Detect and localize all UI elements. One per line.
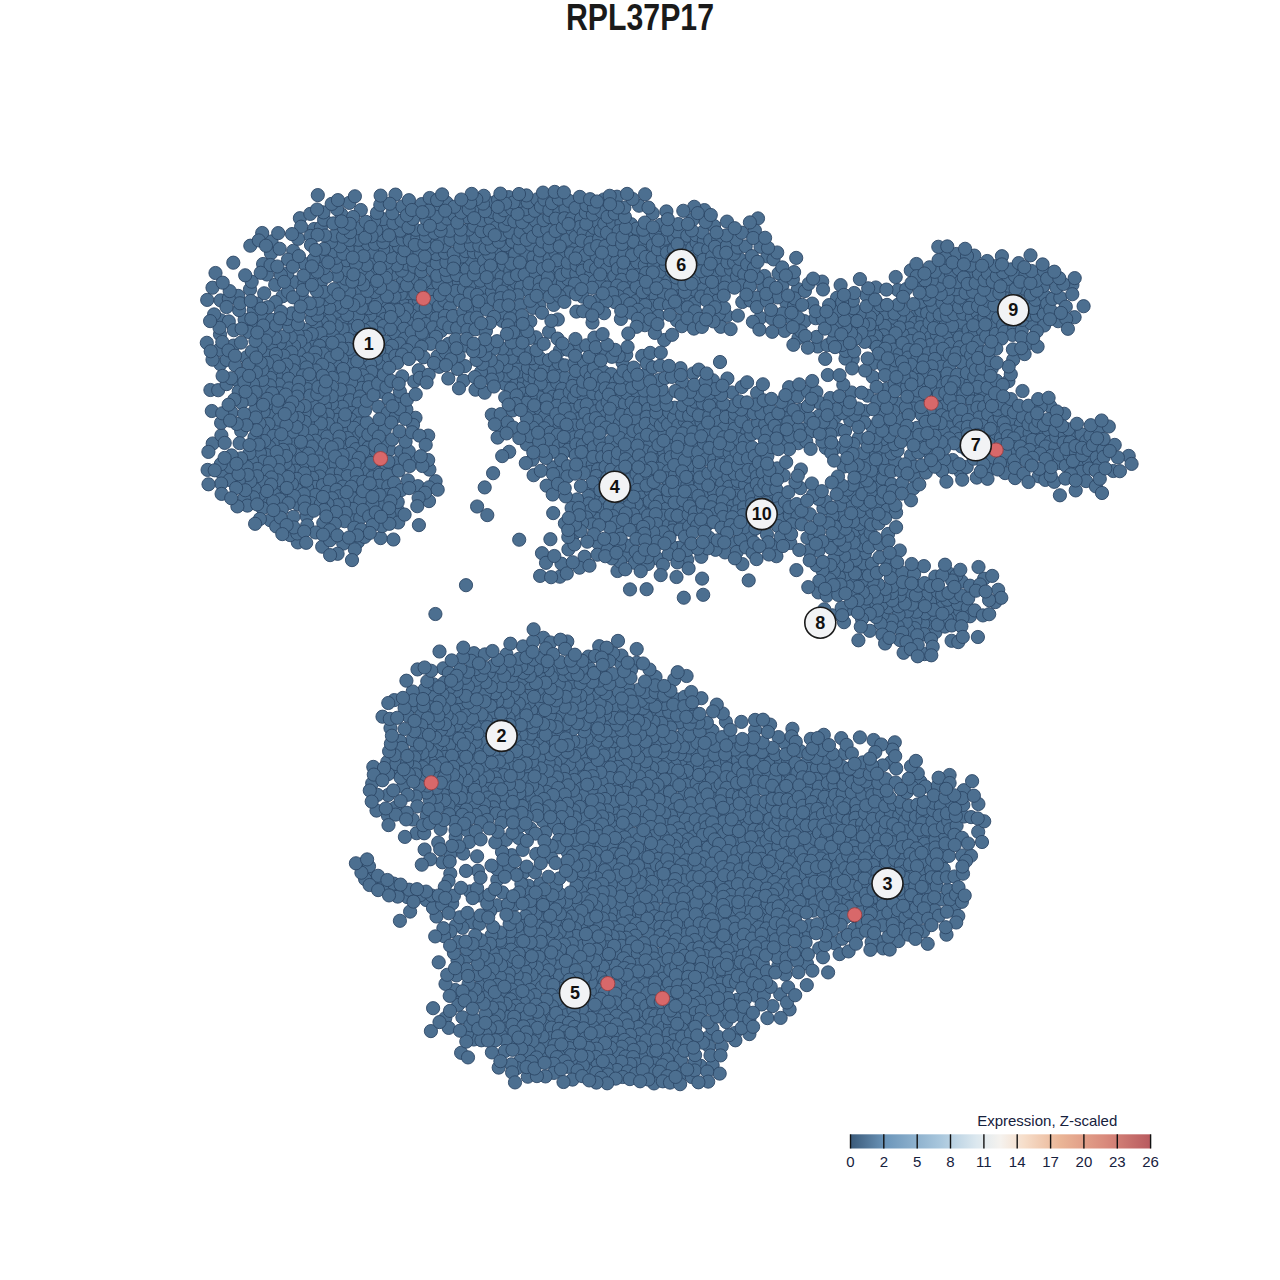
svg-text:1: 1 — [364, 334, 374, 354]
svg-text:10: 10 — [752, 504, 772, 524]
svg-text:0: 0 — [846, 1153, 854, 1170]
svg-text:6: 6 — [676, 255, 686, 275]
svg-text:2: 2 — [497, 726, 507, 746]
svg-text:2: 2 — [880, 1153, 888, 1170]
svg-text:11: 11 — [976, 1153, 992, 1170]
svg-text:8: 8 — [946, 1153, 954, 1170]
svg-text:5: 5 — [570, 983, 580, 1003]
svg-text:17: 17 — [1042, 1153, 1059, 1170]
svg-text:3: 3 — [882, 874, 892, 894]
svg-text:7: 7 — [971, 435, 981, 455]
svg-text:Expression, Z-scaled: Expression, Z-scaled — [977, 1112, 1117, 1129]
svg-text:14: 14 — [1009, 1153, 1026, 1170]
svg-text:9: 9 — [1008, 300, 1018, 320]
svg-text:20: 20 — [1076, 1153, 1093, 1170]
svg-text:8: 8 — [815, 613, 825, 633]
svg-text:23: 23 — [1109, 1153, 1126, 1170]
svg-text:5: 5 — [913, 1153, 921, 1170]
svg-text:26: 26 — [1142, 1153, 1159, 1170]
svg-text:4: 4 — [610, 477, 620, 497]
